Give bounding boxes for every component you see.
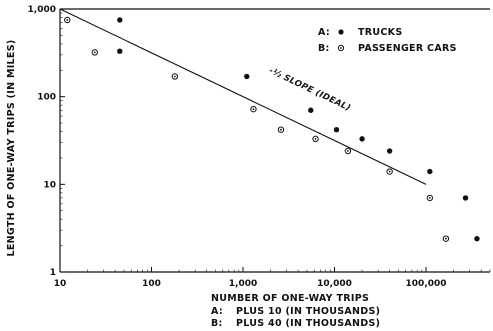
data-point-car-dot <box>445 237 447 240</box>
note-text-a: PLUS 10 (IN THOUSANDS) <box>236 306 380 317</box>
legend-marker-trucks <box>338 29 344 35</box>
data-point-car <box>426 194 434 202</box>
legend-marker-cars <box>337 44 345 52</box>
x-axis-title: NUMBER OF ONE-WAY TRIPS <box>211 293 369 304</box>
data-point-truck <box>462 195 469 201</box>
note-key-b: B: <box>211 318 223 329</box>
data-point-truck <box>427 168 433 175</box>
note-text-b: PLUS 40 (IN THOUSANDS) <box>236 318 380 329</box>
x-tick-label: 10 <box>54 279 67 289</box>
data-point-truck <box>359 136 365 142</box>
data-point-car-dot <box>252 108 255 111</box>
data-point-car-dot <box>173 75 176 78</box>
data-point-car <box>250 105 257 113</box>
data-point-car <box>312 135 319 143</box>
legend-label-cars: PASSENGER CARS <box>358 43 457 54</box>
y-axis-title: LENGTH OF ONE-WAY TRIPS (IN MILES) <box>6 40 17 257</box>
data-point-car-dot <box>280 128 282 131</box>
data-marks <box>64 16 480 242</box>
data-point-truck <box>244 73 250 80</box>
reference-line-label: -½ SLOPE (IDEAL) <box>267 66 352 114</box>
data-point-car-dot <box>347 150 349 152</box>
data-point-car <box>442 235 450 242</box>
data-point-truck <box>308 107 314 113</box>
note-key-a: A: <box>211 306 223 317</box>
legend-marker-cars-dot <box>340 47 342 49</box>
data-point-car <box>64 16 71 24</box>
data-point-car <box>386 168 393 175</box>
data-point-car-dot <box>428 197 431 199</box>
data-point-car <box>91 49 98 56</box>
data-point-car-dot <box>388 170 391 173</box>
x-tick-label: 100,000 <box>406 279 447 289</box>
x-tick-label: 100 <box>142 279 161 289</box>
y-tick-label: 1,000 <box>28 5 56 15</box>
y-tick-label: 100 <box>37 93 56 103</box>
data-point-car <box>344 147 352 155</box>
series-trucks <box>117 17 480 242</box>
data-point-truck <box>474 235 480 242</box>
data-point-truck <box>386 148 393 154</box>
legend-key-trucks: A: <box>318 27 330 38</box>
legend: A: TRUCKS B: PASSENGER CARS <box>318 27 457 54</box>
legend-label-trucks: TRUCKS <box>358 27 403 38</box>
footnotes: A: PLUS 10 (IN THOUSANDS) B: PLUS 40 (IN… <box>211 306 380 329</box>
data-point-car <box>171 73 179 80</box>
data-point-truck <box>117 17 123 23</box>
data-point-car-dot <box>314 137 317 140</box>
x-tick-label: 1,000 <box>229 279 257 289</box>
reference-line <box>59 8 427 185</box>
legend-key-cars: B: <box>318 43 330 54</box>
y-tick-label: 1 <box>50 268 56 278</box>
series-passenger-cars <box>64 16 450 242</box>
data-point-car <box>277 126 285 133</box>
data-point-truck <box>333 126 340 133</box>
y-tick-label: 10 <box>43 180 56 190</box>
data-point-truck <box>117 48 123 54</box>
x-tick-label: 10,000 <box>317 279 352 289</box>
data-point-car-dot <box>93 51 96 54</box>
data-point-car-dot <box>66 19 69 21</box>
